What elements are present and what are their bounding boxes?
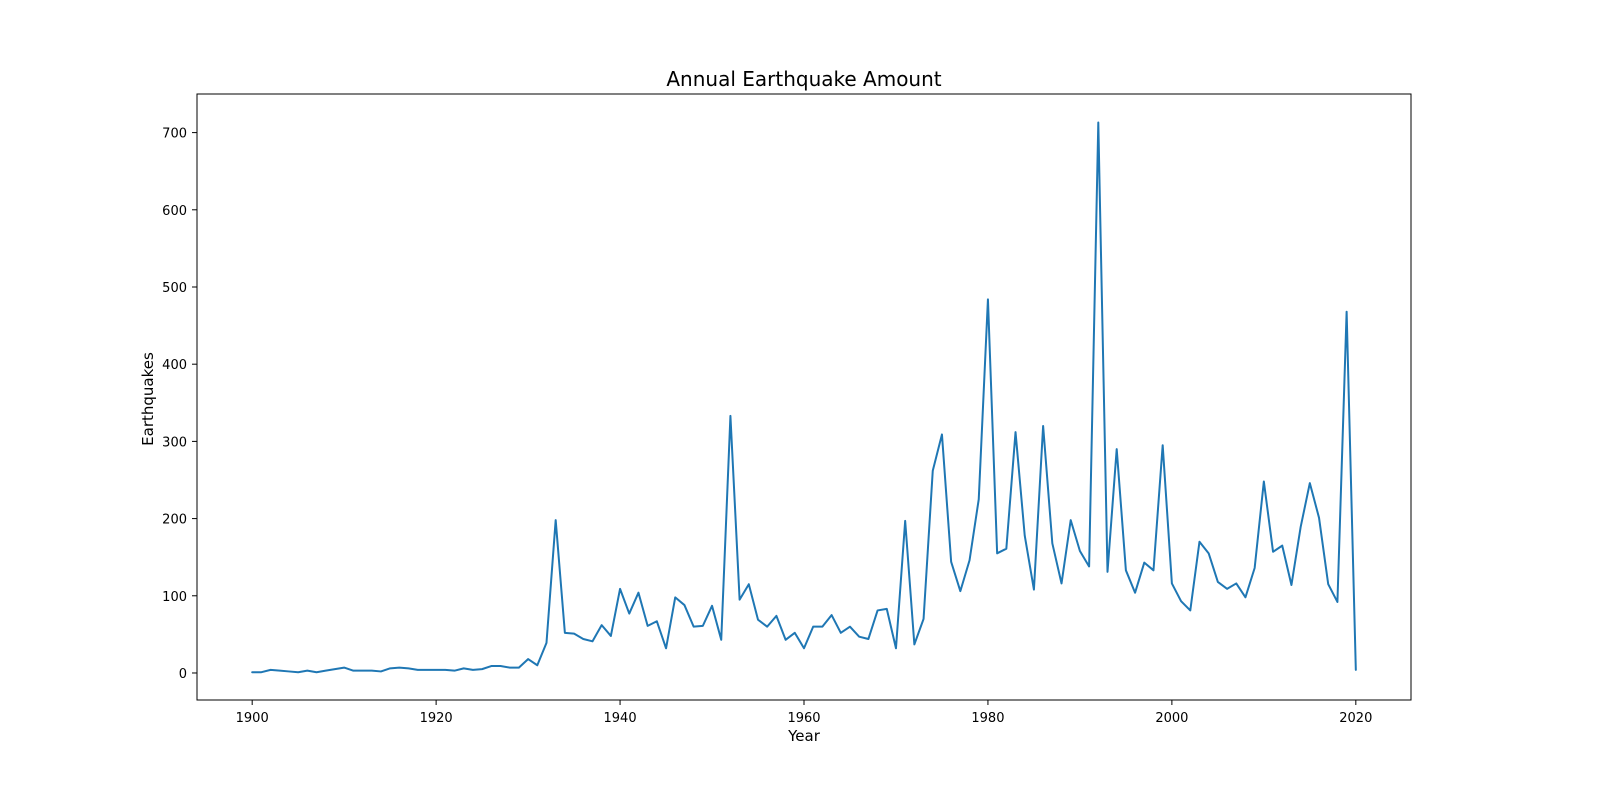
- x-tick-label: 1940: [604, 711, 637, 726]
- x-tick-label: 1960: [787, 711, 820, 726]
- y-tick-label: 500: [162, 281, 187, 296]
- y-tick-label: 200: [162, 513, 187, 528]
- y-tick-label: 400: [162, 358, 187, 373]
- y-axis: 0 100 200 300 400 500 600 700: [162, 127, 197, 682]
- y-tick-label: 700: [162, 127, 187, 142]
- x-tick-label: 1980: [971, 711, 1004, 726]
- plot-area-frame: [196, 93, 1412, 701]
- y-axis-label: Earthquakes: [139, 352, 157, 446]
- y-tick-label: 300: [162, 435, 187, 450]
- x-tick-label: 2020: [1339, 711, 1372, 726]
- x-tick-label: 1900: [236, 711, 269, 726]
- x-axis: 1900 1920 1940 1960 1980 2000 2020: [236, 700, 1372, 726]
- y-tick-label: 600: [162, 204, 187, 219]
- chart-title: Annual Earthquake Amount: [666, 67, 941, 91]
- x-tick-label: 1920: [420, 711, 453, 726]
- y-tick-label: 100: [162, 590, 187, 605]
- x-tick-label: 2000: [1155, 711, 1188, 726]
- series-line: [251, 121, 1357, 674]
- y-tick-label: 0: [179, 667, 187, 682]
- x-axis-label: Year: [787, 727, 821, 745]
